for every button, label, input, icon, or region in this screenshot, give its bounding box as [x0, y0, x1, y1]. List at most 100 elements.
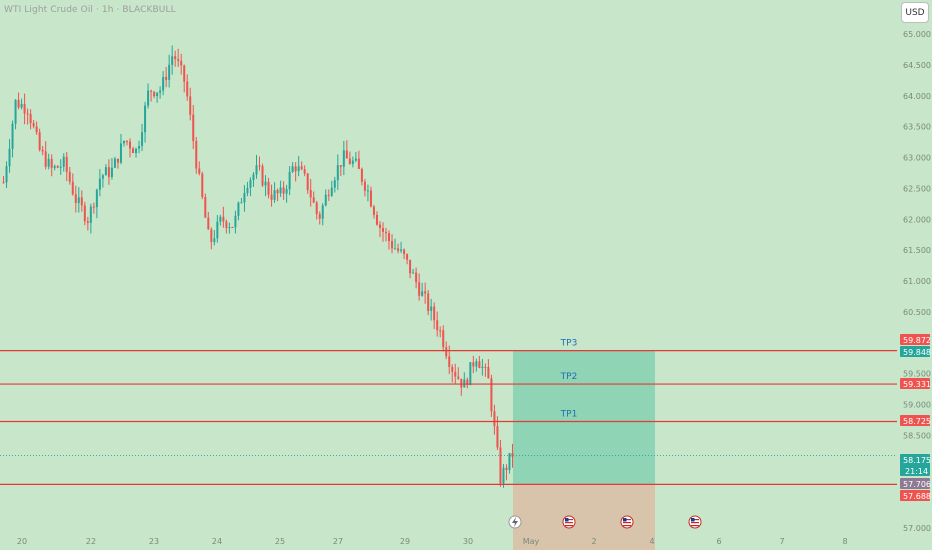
candle — [312, 197, 315, 203]
candle — [159, 90, 162, 93]
candle — [29, 113, 32, 124]
candle — [38, 132, 41, 150]
candle — [363, 181, 366, 191]
candle — [409, 259, 412, 274]
candle — [375, 214, 378, 225]
candle — [412, 272, 415, 274]
x-tick-label: 7 — [779, 537, 784, 546]
lightning-icon[interactable] — [508, 515, 522, 529]
candle — [219, 216, 222, 222]
us-flag-icon[interactable] — [562, 515, 576, 529]
candle — [385, 231, 387, 234]
price-badge-label: 59.331 — [903, 380, 931, 389]
candle — [44, 151, 47, 167]
candle — [490, 378, 493, 412]
candle — [32, 123, 35, 127]
us-flag-icon[interactable] — [620, 515, 634, 529]
candle — [210, 229, 213, 243]
candle — [101, 175, 104, 179]
candle — [378, 224, 381, 228]
candle — [138, 146, 141, 149]
candle — [285, 189, 288, 194]
currency-button[interactable]: USD — [901, 2, 929, 23]
candle — [5, 166, 8, 183]
candle — [415, 272, 418, 283]
x-tick-label: 29 — [400, 537, 410, 546]
y-tick-label: 59.500 — [903, 370, 931, 379]
candle — [8, 148, 11, 167]
x-tick-label: 30 — [463, 537, 473, 546]
candle — [475, 361, 478, 367]
candle — [454, 371, 457, 377]
candle — [65, 156, 68, 172]
candle — [104, 167, 107, 176]
candle — [141, 132, 144, 147]
candle — [68, 171, 71, 182]
label-tp3: TP3 — [560, 339, 578, 349]
x-tick-label: 20 — [17, 537, 27, 546]
candle — [56, 166, 59, 168]
candle — [282, 187, 285, 194]
candle — [23, 104, 26, 114]
candle — [508, 453, 511, 471]
candle — [457, 376, 460, 379]
candle — [445, 347, 448, 357]
y-tick-label: 62.500 — [903, 184, 931, 193]
candle — [201, 173, 204, 197]
candle — [342, 150, 345, 167]
x-tick-label: May — [523, 537, 540, 546]
candle — [74, 194, 77, 203]
candle — [153, 91, 156, 97]
price-badge: 57.688 — [900, 490, 931, 501]
candle — [315, 202, 318, 215]
label-tp2: TP2 — [560, 372, 578, 382]
candle — [264, 181, 267, 186]
candle — [261, 166, 264, 186]
profit-zone[interactable] — [513, 350, 655, 485]
x-tick-label: 6 — [716, 537, 721, 546]
candle — [366, 190, 369, 192]
price-badge: 59.872 — [900, 334, 931, 345]
candle — [484, 366, 487, 368]
y-tick-label: 59.000 — [903, 401, 931, 410]
candle — [255, 165, 258, 175]
y-tick-label: 63.000 — [903, 154, 931, 163]
candle — [400, 249, 403, 251]
candle — [216, 221, 219, 239]
candle — [369, 190, 372, 207]
candle — [397, 248, 400, 251]
y-tick-label: 64.500 — [903, 61, 931, 70]
candle — [231, 227, 234, 229]
candle — [418, 282, 421, 296]
candle — [439, 330, 442, 332]
x-tick-label: 24 — [212, 537, 222, 546]
candle — [183, 65, 186, 82]
candle — [228, 227, 231, 229]
candle — [95, 189, 98, 208]
y-tick-label: 63.500 — [903, 123, 931, 132]
candle — [92, 206, 95, 208]
candle — [270, 194, 273, 200]
y-tick-label: 64.000 — [903, 92, 931, 101]
candle — [204, 196, 207, 218]
candle — [427, 293, 430, 311]
candle — [502, 467, 505, 484]
candle — [165, 76, 168, 80]
candle — [279, 187, 282, 194]
x-tick-label: 4 — [649, 537, 654, 546]
candle — [71, 181, 74, 195]
candle — [442, 330, 445, 348]
candle — [324, 194, 327, 206]
y-tick-label: 65.000 — [903, 30, 931, 39]
price-badge: 58.175 21:14 — [900, 454, 931, 476]
candle — [487, 367, 490, 379]
candle — [273, 190, 276, 200]
us-flag-icon[interactable] — [688, 515, 702, 529]
candle — [276, 190, 279, 194]
candle — [77, 197, 80, 203]
candle — [472, 362, 475, 367]
candle — [135, 148, 138, 154]
candle — [189, 96, 192, 115]
